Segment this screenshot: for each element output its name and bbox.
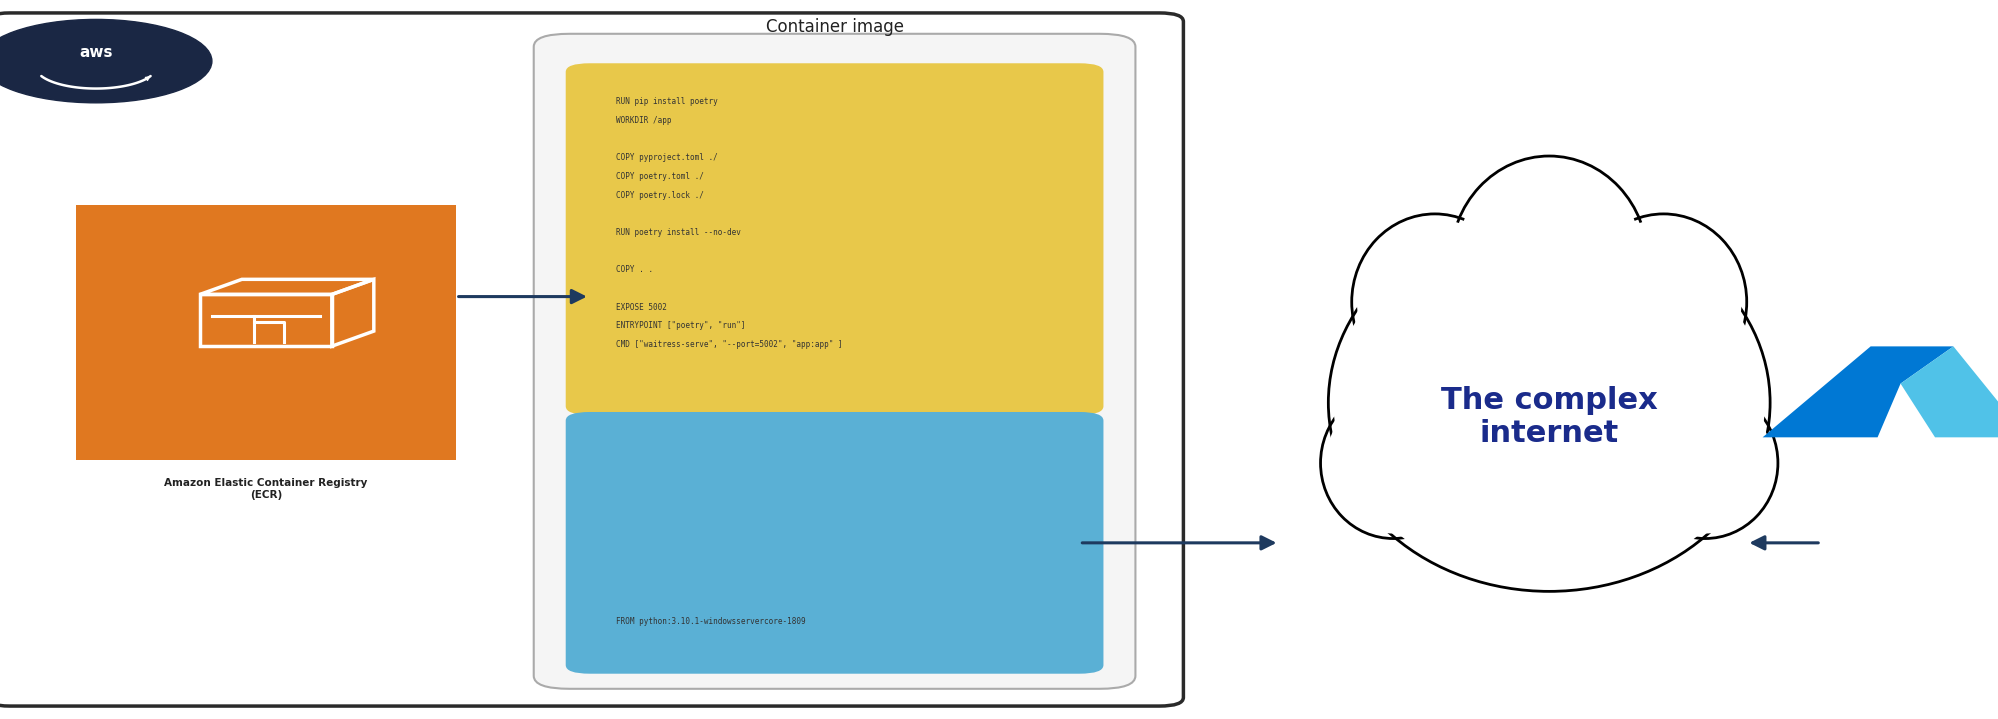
- Text: FROM python:3.10.1-windowsservercore-1809: FROM python:3.10.1-windowsservercore-180…: [615, 616, 805, 626]
- FancyBboxPatch shape: [76, 205, 456, 460]
- Ellipse shape: [1325, 393, 1461, 533]
- Text: aws: aws: [80, 45, 112, 60]
- Text: COPY . .: COPY . .: [615, 265, 653, 275]
- Text: The complex
internet: The complex internet: [1441, 385, 1656, 449]
- Text: WORKDIR /app: WORKDIR /app: [615, 116, 671, 125]
- Polygon shape: [1762, 347, 1952, 437]
- Text: Container image: Container image: [765, 18, 903, 36]
- Ellipse shape: [1580, 214, 1746, 390]
- Ellipse shape: [1357, 219, 1512, 385]
- Text: RUN pip install poetry: RUN pip install poetry: [615, 97, 717, 106]
- Circle shape: [0, 19, 212, 103]
- Text: ENTRYPOINT ["poetry", "run"]: ENTRYPOINT ["poetry", "run"]: [615, 321, 745, 331]
- Ellipse shape: [1584, 219, 1740, 385]
- Text: EXPOSE 5002: EXPOSE 5002: [615, 303, 665, 312]
- Text: CMD ["waitress-serve", "--port=5002", "app:app" ]: CMD ["waitress-serve", "--port=5002", "a…: [615, 340, 841, 349]
- Ellipse shape: [1351, 214, 1516, 390]
- FancyBboxPatch shape: [533, 34, 1135, 689]
- Text: COPY pyproject.toml ./: COPY pyproject.toml ./: [615, 153, 717, 162]
- Ellipse shape: [1327, 214, 1770, 591]
- Polygon shape: [1900, 347, 1998, 437]
- Text: RUN poetry install --no-dev: RUN poetry install --no-dev: [615, 228, 739, 237]
- Ellipse shape: [1632, 388, 1776, 539]
- Text: COPY poetry.toml ./: COPY poetry.toml ./: [615, 172, 703, 181]
- Ellipse shape: [1455, 161, 1642, 362]
- Ellipse shape: [1333, 219, 1764, 587]
- Ellipse shape: [1636, 393, 1772, 533]
- FancyBboxPatch shape: [565, 412, 1103, 674]
- Ellipse shape: [1321, 388, 1465, 539]
- Ellipse shape: [1451, 156, 1646, 367]
- FancyBboxPatch shape: [565, 63, 1103, 415]
- Text: COPY poetry.lock ./: COPY poetry.lock ./: [615, 191, 703, 200]
- Text: Amazon Elastic Container Registry
(ECR): Amazon Elastic Container Registry (ECR): [164, 478, 368, 500]
- FancyBboxPatch shape: [0, 13, 1183, 706]
